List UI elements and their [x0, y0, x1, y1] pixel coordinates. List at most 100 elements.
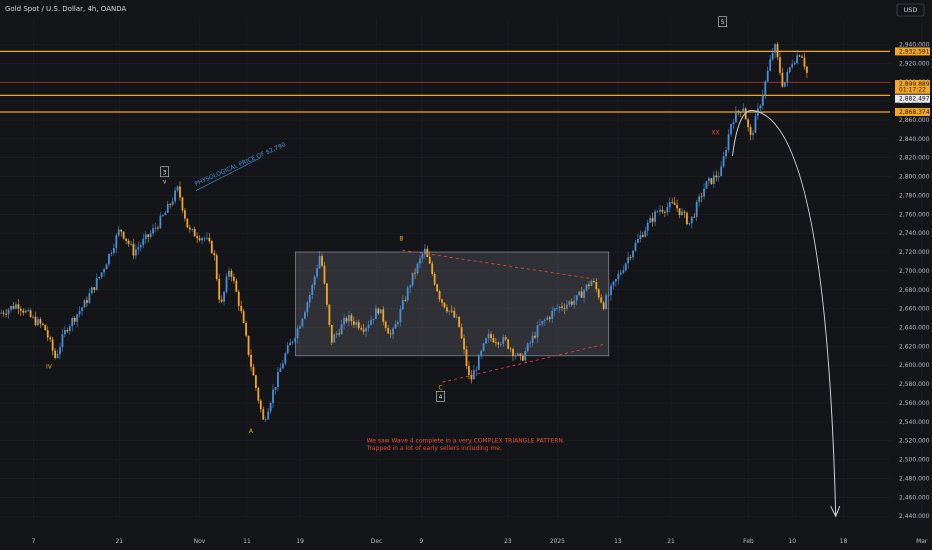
candle [779, 57, 781, 73]
candle [612, 281, 615, 286]
candle [646, 222, 649, 231]
candle [32, 316, 34, 318]
candle [673, 202, 676, 205]
candle [710, 178, 713, 184]
candle [588, 284, 590, 286]
candle [83, 300, 86, 308]
candle [622, 270, 625, 273]
candle [308, 295, 311, 303]
candle [416, 263, 419, 274]
y-tick-label: 2,800.000 [899, 174, 930, 181]
currency-label: USD [904, 6, 918, 14]
candle [93, 287, 96, 290]
candle [676, 204, 679, 209]
candle [583, 290, 585, 298]
candle [135, 249, 137, 256]
x-axis[interactable]: 7 21 Nov 11 19 Dec 9 23 2025 13 21 Feb 10 18 Mar [32, 538, 928, 545]
candle [541, 320, 544, 325]
candle [485, 338, 487, 344]
candle [578, 291, 581, 296]
candles [0, 41, 808, 423]
wave-label: 5 [721, 19, 725, 26]
candle [316, 268, 319, 277]
candle [68, 326, 71, 332]
candle [157, 227, 159, 229]
candle [492, 338, 495, 343]
candle [235, 280, 238, 292]
x-tick-label: Nov [194, 538, 206, 545]
side-label-bg [895, 85, 930, 94]
candle [360, 328, 363, 330]
candle [656, 211, 659, 213]
candle [693, 216, 696, 218]
candle [497, 342, 500, 345]
candle [2, 312, 5, 314]
candle [453, 310, 456, 318]
candle [291, 341, 294, 343]
candle [548, 317, 551, 319]
candle [411, 272, 414, 286]
annotation-underline [195, 157, 261, 191]
candle [223, 291, 225, 302]
candle [44, 324, 47, 331]
y-tick-label: 2,740.000 [899, 230, 930, 237]
candle [281, 363, 284, 369]
candle [788, 67, 791, 73]
candle [333, 334, 336, 343]
side-label-bg [895, 80, 930, 89]
candle [793, 62, 796, 65]
candle [600, 297, 603, 303]
candle [690, 216, 693, 224]
candle [563, 307, 566, 309]
candle [438, 291, 441, 300]
candle [573, 300, 576, 305]
y-tick-label: 2,820.000 [899, 155, 930, 162]
candle [463, 338, 465, 350]
side-label-bg [895, 108, 930, 117]
candle [387, 328, 390, 334]
candle [237, 291, 240, 306]
candle [330, 324, 333, 343]
candle [460, 327, 463, 339]
candle [71, 317, 74, 327]
candle [335, 333, 338, 335]
candle [108, 253, 110, 265]
candle [450, 310, 453, 312]
candle [144, 234, 147, 239]
candle [553, 308, 556, 311]
candle [776, 44, 779, 58]
x-tick-label: 13 [614, 538, 622, 545]
candle [259, 400, 262, 410]
candle [769, 59, 772, 71]
candle [372, 318, 375, 320]
candle [803, 57, 806, 67]
y-tick-label: 2,920.000 [899, 60, 930, 67]
wave-label: XX [711, 130, 719, 137]
candle [279, 368, 282, 372]
candle [401, 300, 404, 310]
candle [686, 212, 688, 225]
candle [651, 217, 654, 222]
y-axis[interactable]: 2,440.000 2,460.000 2,480.000 2,500.000 2,52… [899, 41, 930, 520]
candle [125, 238, 128, 241]
triangle-box [295, 251, 610, 357]
candle [86, 300, 88, 303]
candle [761, 94, 764, 106]
candle [546, 317, 549, 320]
horizontal-levels [0, 50, 890, 113]
currency-button[interactable]: USD [896, 3, 925, 17]
projection-arrowhead [830, 506, 841, 518]
candle [117, 229, 120, 236]
candle [313, 276, 316, 286]
candle [218, 278, 221, 300]
candle [122, 231, 125, 239]
candle [627, 257, 630, 264]
candle [257, 387, 260, 401]
candle [103, 269, 105, 273]
candle [433, 273, 436, 285]
candle [465, 349, 468, 367]
candle [737, 110, 740, 112]
candle [112, 248, 115, 253]
candle [220, 299, 223, 302]
